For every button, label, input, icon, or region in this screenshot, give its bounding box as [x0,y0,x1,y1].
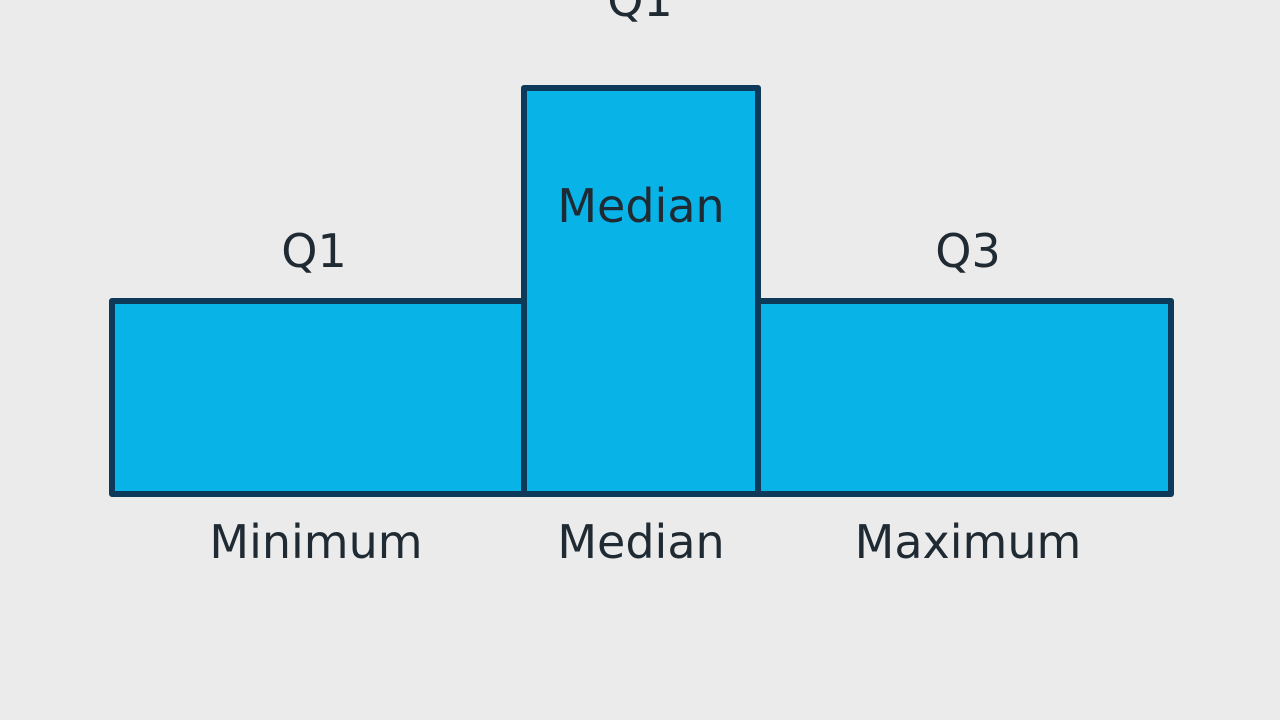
minimum-label: Minimum [209,515,423,569]
right-box [755,298,1174,497]
left-box [109,298,527,497]
top-label: Q1 [607,0,673,27]
center-box [521,85,761,497]
q3-label: Q3 [935,224,1001,278]
median-bottom-label: Median [557,515,725,569]
median-inside-label: Median [557,179,725,233]
maximum-label: Maximum [854,515,1082,569]
q1-label: Q1 [281,224,347,278]
